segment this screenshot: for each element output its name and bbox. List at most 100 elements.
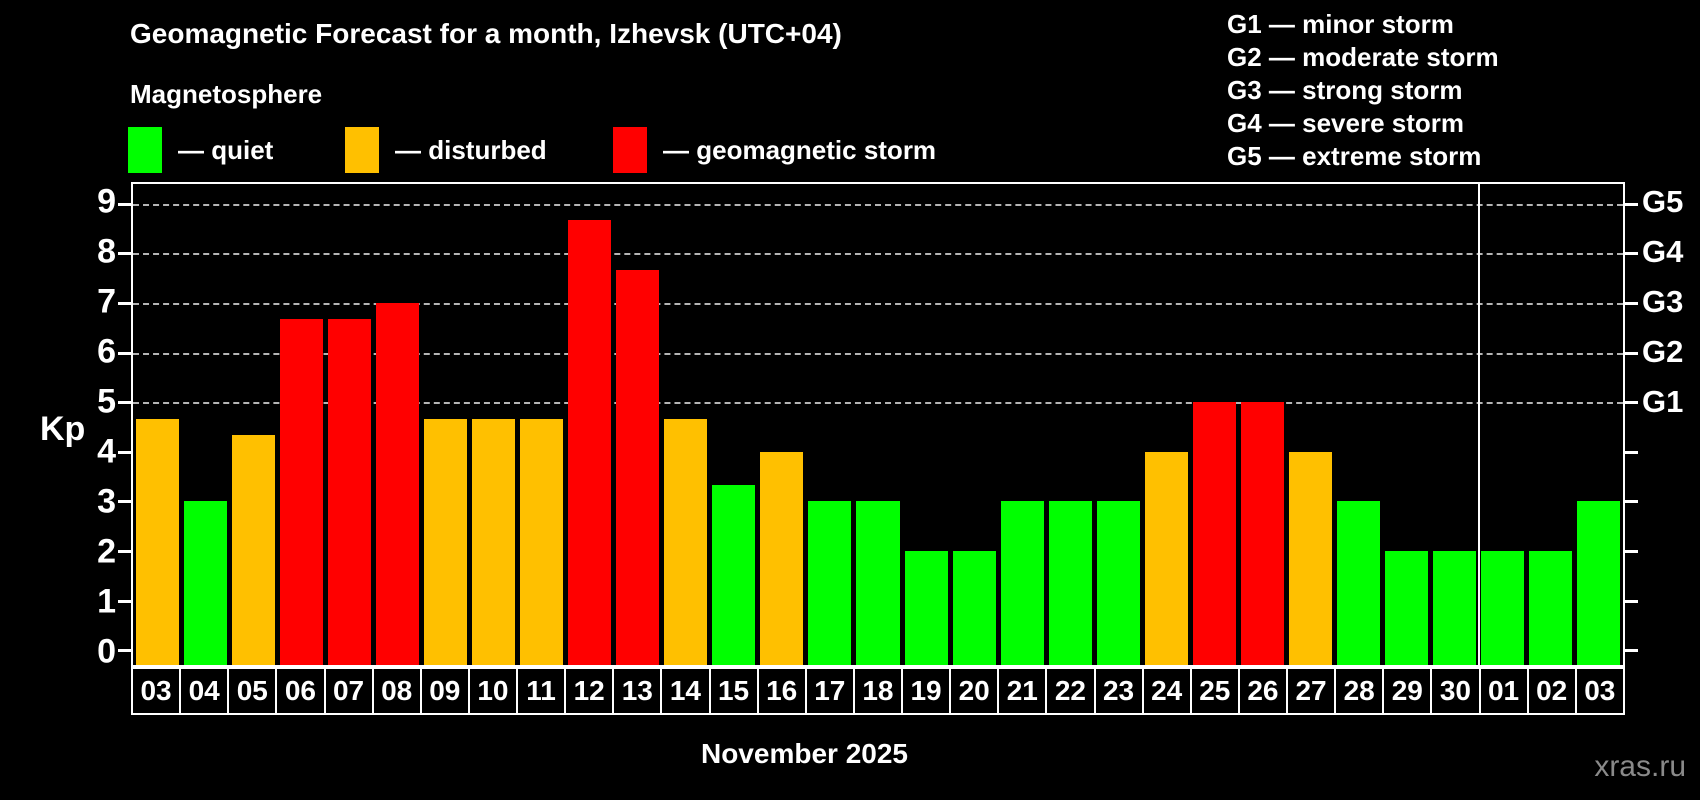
left-tick-kp-1 — [118, 599, 131, 603]
day-label-30: 30 — [1430, 667, 1481, 715]
day-label-row: 03 04 05 06 07 08 09 10 11 12 13 14 15 16 17 18 19 20 21 22… — [131, 667, 1625, 715]
gridline-kp-6 — [133, 352, 1623, 355]
bar-fill-quiet — [1337, 501, 1381, 665]
day-label-10: 10 — [467, 667, 518, 715]
g-scale-label-g2: G2 — [1642, 334, 1684, 369]
bar-fill-disturbed — [1144, 451, 1188, 665]
bar-fill-storm — [616, 269, 660, 665]
bar-day-10 — [469, 418, 517, 665]
bar-day-24 — [1142, 451, 1190, 665]
y-axis-labels: 0 1 2 3 4 5 6 7 8 9 — [40, 182, 116, 670]
g-scale-label-g4: G4 — [1642, 234, 1684, 269]
y-tick-label-8: 8 — [97, 232, 116, 271]
storm-scale-line-g3: G3 — strong storm — [1227, 75, 1463, 105]
right-tick-kp-3 — [1625, 500, 1638, 504]
bar-fill-storm — [279, 319, 323, 665]
plot-area — [118, 182, 1638, 667]
bar-fill-quiet — [1096, 501, 1140, 665]
day-label-04: 04 — [179, 667, 230, 715]
bar-fill-disturbed — [135, 418, 179, 665]
left-tick-kp-6 — [118, 351, 131, 355]
day-label-09: 09 — [419, 667, 470, 715]
bar-fill-disturbed — [520, 418, 564, 665]
legend-item-disturbed: — disturbed — [345, 127, 547, 173]
right-tick-kp-6 — [1625, 351, 1638, 355]
storm-scale-line-g1: G1 — minor storm — [1227, 9, 1454, 39]
right-tick-kp-7 — [1625, 302, 1638, 305]
bar-day-08 — [373, 303, 421, 665]
bar-fill-quiet — [952, 550, 996, 665]
bar-fill-quiet — [1000, 501, 1044, 665]
left-tick-kp-8 — [118, 252, 131, 256]
bar-fill-quiet — [856, 501, 900, 665]
day-label-06: 06 — [275, 667, 326, 715]
gridline-kp-8 — [133, 253, 1623, 256]
right-tick-kp-0 — [1625, 649, 1638, 653]
bar-day-01 — [1479, 550, 1527, 665]
bar-fill-disturbed — [760, 451, 804, 665]
bar-fill-quiet — [1385, 550, 1429, 665]
right-tick-kp-9 — [1625, 202, 1638, 206]
day-label-11: 11 — [516, 667, 567, 715]
day-label-19: 19 — [901, 667, 952, 715]
bar-fill-storm — [1240, 402, 1285, 665]
bar-day-20 — [950, 550, 998, 665]
bar-day-11 — [518, 418, 566, 665]
day-label-20: 20 — [949, 667, 1000, 715]
day-label-28: 28 — [1334, 667, 1385, 715]
bar-day-05 — [229, 435, 277, 665]
day-label-16: 16 — [756, 667, 807, 715]
g-scale-label-g1: G1 — [1642, 384, 1684, 419]
bar-fill-disturbed — [664, 418, 708, 665]
storm-scale-line-g4: G4 — severe storm — [1227, 108, 1465, 138]
month-separator-line — [1477, 184, 1480, 665]
magnetosphere-label: Magnetosphere — [130, 79, 323, 109]
bar-day-06 — [277, 319, 325, 665]
bar-day-30 — [1431, 550, 1479, 665]
y-tick-label-9: 9 — [97, 182, 116, 221]
left-tick-kp-2 — [118, 549, 131, 553]
day-label-23: 23 — [1093, 667, 1144, 715]
day-label-13: 13 — [612, 667, 663, 715]
storm-color-swatch — [613, 127, 647, 173]
bar-fill-quiet — [1048, 501, 1092, 665]
right-tick-kp-8 — [1625, 252, 1638, 256]
right-tick-kp-5 — [1625, 401, 1638, 405]
bar-day-17 — [806, 501, 854, 665]
bar-day-15 — [710, 484, 758, 665]
left-tick-kp-7 — [118, 302, 131, 305]
left-tick-kp-3 — [118, 500, 131, 504]
bar-day-22 — [1046, 501, 1094, 665]
legend-item-storm: — geomagnetic storm — [613, 127, 936, 173]
storm-scale-line-g5: G5 — extreme storm — [1227, 141, 1482, 171]
left-tick-kp-4 — [118, 450, 131, 454]
left-tick-kp-9 — [118, 202, 131, 206]
bar-fill-quiet — [712, 484, 756, 665]
gridline-kp-7 — [133, 303, 1623, 305]
y-tick-label-7: 7 — [97, 282, 116, 321]
bar-fill-storm — [568, 220, 612, 665]
day-label-26: 26 — [1237, 667, 1288, 715]
bar-day-19 — [902, 550, 950, 665]
y-tick-label-0: 0 — [97, 632, 116, 671]
bar-day-25 — [1190, 402, 1238, 665]
legend-label-disturbed: — disturbed — [395, 134, 547, 165]
quiet-color-swatch — [128, 127, 162, 173]
y-tick-label-3: 3 — [97, 482, 116, 521]
bar-fill-storm — [1192, 402, 1236, 665]
g-scale-label-g5: G5 — [1642, 183, 1684, 219]
day-label-29: 29 — [1382, 667, 1433, 715]
bar-fill-quiet — [808, 501, 852, 665]
bar-day-18 — [854, 501, 902, 665]
right-tick-kp-1 — [1625, 599, 1638, 603]
left-tick-kp-5 — [118, 401, 131, 405]
bar-day-28 — [1335, 501, 1383, 665]
y-tick-label-4: 4 — [97, 432, 116, 471]
day-label-02: 02 — [1526, 667, 1577, 715]
bar-fill-quiet — [183, 501, 227, 665]
g-axis-labels: G1 G2 G3 G4 G5 — [1642, 182, 1700, 667]
bar-day-04 — [181, 501, 229, 665]
bar-fill-quiet — [904, 550, 948, 665]
bar-day-03 — [1575, 501, 1623, 665]
